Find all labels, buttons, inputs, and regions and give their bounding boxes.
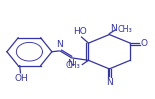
Text: N: N	[68, 59, 74, 68]
Text: CH₃: CH₃	[118, 25, 133, 34]
Text: CH₃: CH₃	[65, 61, 80, 70]
Text: N: N	[110, 24, 117, 33]
Text: O: O	[140, 39, 147, 48]
Text: N: N	[106, 78, 113, 87]
Text: N: N	[56, 40, 63, 49]
Text: OH: OH	[14, 74, 28, 83]
Text: HO: HO	[73, 27, 87, 36]
